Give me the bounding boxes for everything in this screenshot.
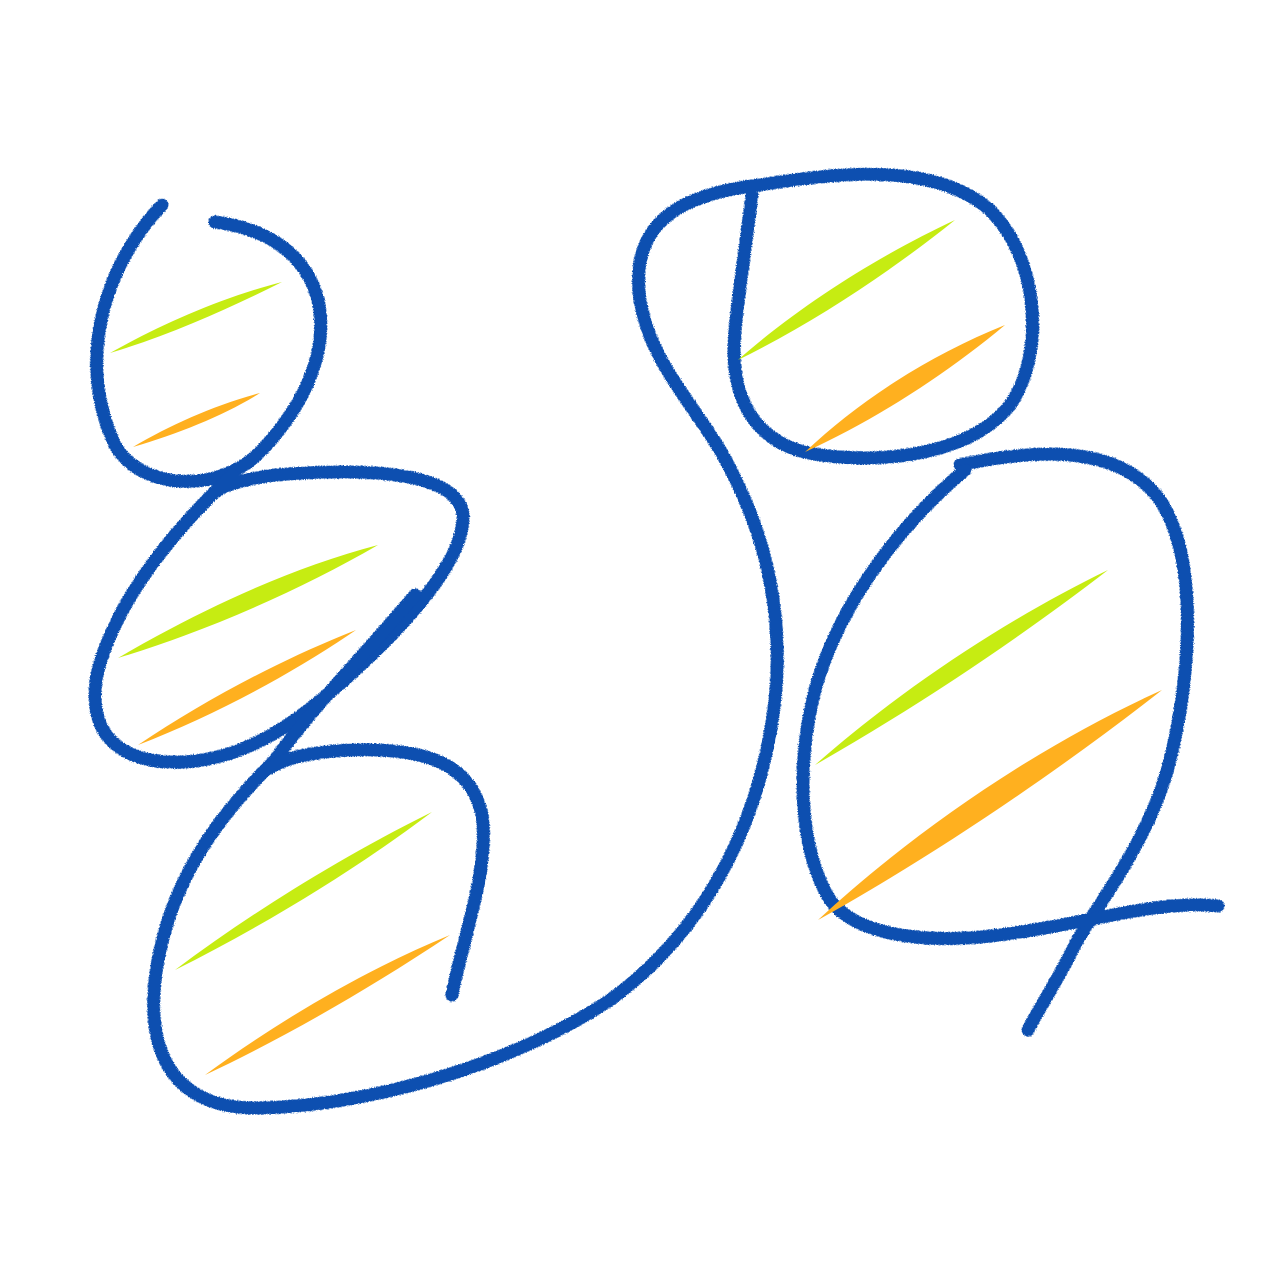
rung-orange-2 (138, 630, 356, 745)
rung-orange-3 (205, 935, 450, 1075)
rung-orange-5 (818, 690, 1162, 920)
right-helix-strand-a (953, 447, 1194, 1037)
left-helix-strand-d (263, 743, 490, 1002)
left-helix-strand-a (90, 198, 328, 488)
rung-green-1 (110, 282, 282, 353)
rung-green-2 (118, 545, 378, 658)
rung-green-3 (175, 812, 432, 970)
left-helix-strand-b (88, 465, 470, 769)
base-pair-rungs (110, 220, 1162, 1075)
rung-green-5 (815, 570, 1108, 765)
rung-orange-4 (805, 325, 1005, 452)
rung-green-4 (738, 220, 955, 360)
left-helix-strand-c (147, 167, 1040, 1115)
right-helix-strand-b (796, 463, 1225, 945)
rung-orange-1 (133, 393, 260, 447)
